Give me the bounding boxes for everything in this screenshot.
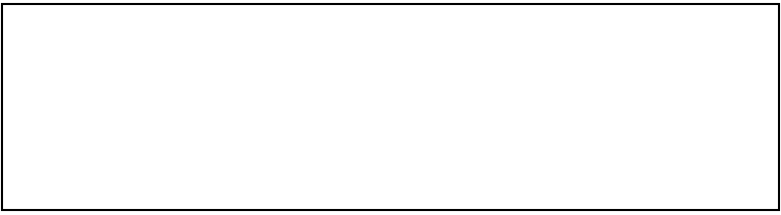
FancyBboxPatch shape bbox=[78, 160, 273, 203]
Text: Use cylindrical coordinates to find the volume of the solid enclosed: Use cylindrical coordinates to find the … bbox=[10, 15, 699, 34]
Text: NOTE: Enter the exact answer.: NOTE: Enter the exact answer. bbox=[10, 125, 251, 139]
Text: by the paraboloid $z = x^2 + y^2$ and the plane $z = 169.$: by the paraboloid $z = x^2 + y^2$ and th… bbox=[10, 71, 533, 97]
Text: $V =$: $V =$ bbox=[10, 161, 48, 183]
